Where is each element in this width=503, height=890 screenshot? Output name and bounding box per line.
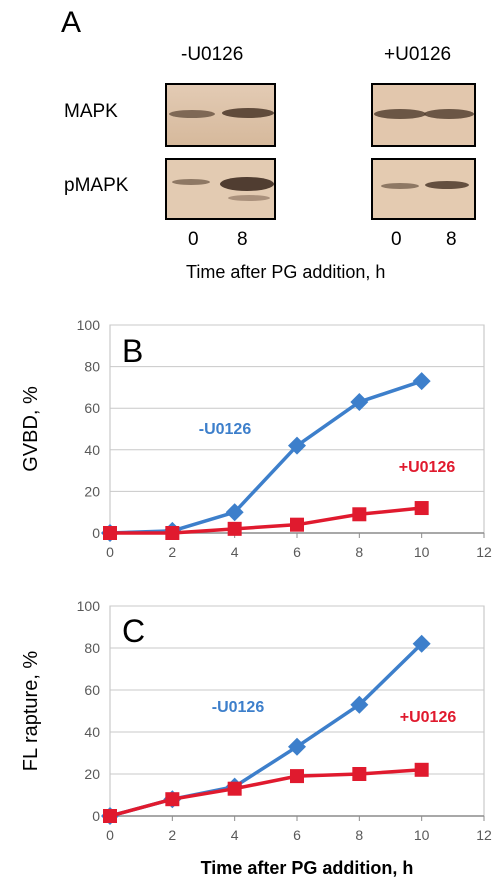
chart-b-series-plus-point xyxy=(165,526,180,540)
chart-c-x-tick-label: 4 xyxy=(231,827,239,843)
chart-c-y-tick-label: 80 xyxy=(84,640,100,656)
chart-c-series-plus-point xyxy=(414,762,429,777)
chart-c-x-tick-label: 8 xyxy=(355,827,363,843)
chart-c-panel-letter: C xyxy=(122,613,145,649)
chart-b-x-tick-label: 6 xyxy=(293,544,301,560)
chart-b-series-minus-line xyxy=(109,379,423,535)
chart-c-series-plus-point xyxy=(227,781,242,796)
panel-a-letter: A xyxy=(61,6,82,39)
chart-c-y-tick-label: 40 xyxy=(84,724,100,740)
chart-b-series-minus-point xyxy=(288,436,306,455)
chart-c-x-tick-label: 0 xyxy=(106,827,114,843)
chart-b-y-tick-label: 80 xyxy=(84,359,100,375)
chart-b-y-tick-label: 40 xyxy=(84,442,100,458)
chart-b-series-minus-point xyxy=(350,392,369,411)
blot-mapk-minus-image xyxy=(167,85,274,145)
lane-label-8-minus: 8 xyxy=(237,229,248,250)
chart-c-series-minus-line xyxy=(109,642,423,818)
chart-c-series-minus-point xyxy=(288,737,306,756)
blot-pmapk-plus xyxy=(371,158,476,220)
chart-b-series-minus-point xyxy=(412,372,431,391)
blot-mapk-plus xyxy=(371,83,476,147)
chart-c-y-tick-label: 60 xyxy=(84,682,100,698)
blot-pmapk-minus xyxy=(165,158,276,220)
blot-mapk-plus-image xyxy=(373,85,474,145)
chart-c-series-minus-point xyxy=(412,634,431,653)
chart-b-y-tick-label: 20 xyxy=(84,483,100,499)
chart-b-x-tick-label: 12 xyxy=(476,544,492,560)
lane-label-0-minus: 0 xyxy=(188,229,199,250)
condition-label-minus: -U0126 xyxy=(181,44,244,65)
chart-b-series-plus-line xyxy=(110,506,422,535)
row-label-pmapk: pMAPK xyxy=(64,175,129,196)
chart-b-x-tick-label: 4 xyxy=(231,544,239,560)
chart-c-x-tick-label: 6 xyxy=(293,827,301,843)
chart-b-y-axis-label: GVBD, % xyxy=(20,386,42,472)
chart-c-x-tick-label: 12 xyxy=(476,827,492,843)
chart-b-x-tick-label: 2 xyxy=(168,544,176,560)
chart-c-y-tick-label: 20 xyxy=(84,766,100,782)
chart-c-series-plus-point xyxy=(352,767,367,781)
chart-b-y-tick-label: 100 xyxy=(77,317,101,333)
chart-c-series-plus-point xyxy=(103,809,117,823)
chart-c-x-tick-label: 10 xyxy=(414,827,430,843)
chart-b-series-plus-label: +U0126 xyxy=(399,459,456,476)
chart-c-series-minus-point xyxy=(350,695,369,714)
chart-c-series-minus-label: -U0126 xyxy=(212,699,265,716)
blot-mapk-minus xyxy=(165,83,276,147)
chart-b-x-tick-label: 8 xyxy=(355,544,363,560)
blot-pmapk-minus-image xyxy=(167,160,274,218)
chart-b-y-tick-label: 0 xyxy=(92,525,100,541)
chart-c-y-tick-label: 100 xyxy=(77,598,101,614)
chart-c-x-axis-label: Time after PG addition, h xyxy=(201,858,414,878)
blot-pmapk-plus-image xyxy=(373,160,474,218)
chart-b-series-minus-point xyxy=(225,503,244,522)
chart-b-series-plus-point xyxy=(352,507,367,522)
chart-c-series-plus-point xyxy=(165,792,180,807)
lane-label-8-plus: 8 xyxy=(446,229,457,250)
chart-b-panel-letter: B xyxy=(122,333,143,369)
panel-a-caption: Time after PG addition, h xyxy=(186,262,386,282)
chart-b-series-plus-point xyxy=(414,501,429,516)
chart-b-series-minus-label: -U0126 xyxy=(199,421,252,438)
chart-c-series-plus-point xyxy=(290,769,304,784)
chart-b-series-plus-point xyxy=(290,517,304,532)
lane-label-0-plus: 0 xyxy=(391,229,402,250)
chart-b-x-tick-label: 10 xyxy=(414,544,430,560)
chart-b-series-plus-point xyxy=(103,526,117,540)
chart-c-series-plus-label: +U0126 xyxy=(400,709,457,726)
row-label-mapk: MAPK xyxy=(64,101,118,122)
chart-c-series-plus-line xyxy=(109,768,422,818)
chart-b-y-tick-label: 60 xyxy=(84,400,100,416)
chart-b-series-plus-point xyxy=(227,521,242,536)
chart-c-y-tick-label: 0 xyxy=(92,808,100,824)
chart-b-x-tick-label: 0 xyxy=(106,544,114,560)
chart-c-y-axis-label: FL rapture, % xyxy=(20,651,42,772)
condition-label-plus: +U0126 xyxy=(384,44,452,65)
chart-c-x-tick-label: 2 xyxy=(168,827,176,843)
